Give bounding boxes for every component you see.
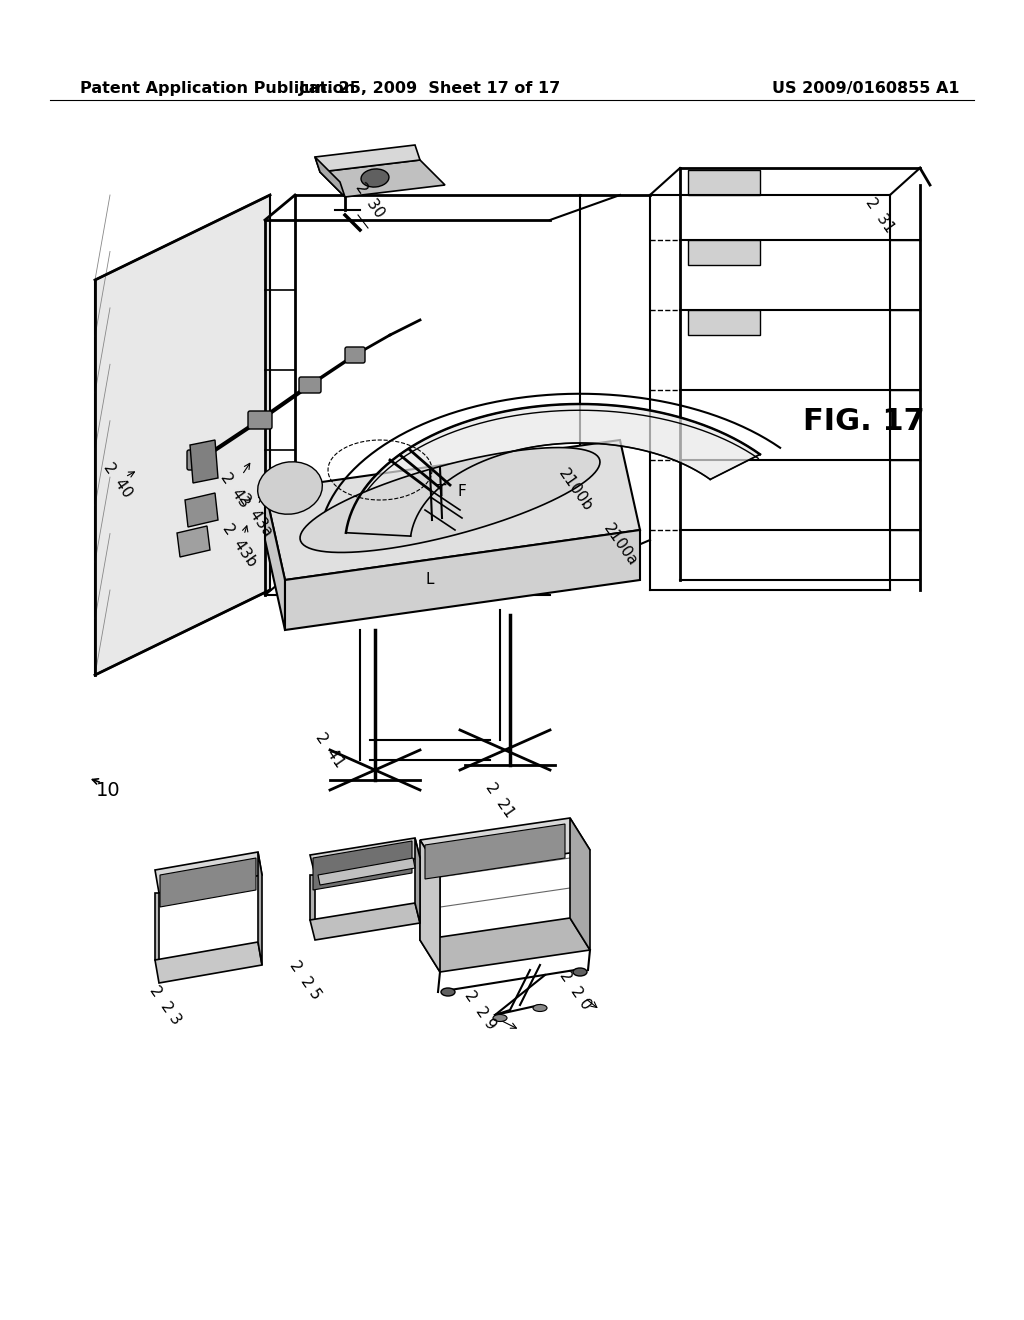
Text: Patent Application Publication: Patent Application Publication xyxy=(80,81,355,95)
Text: 2  41: 2 41 xyxy=(312,730,347,770)
Polygon shape xyxy=(310,903,420,940)
Text: 2  40: 2 40 xyxy=(100,459,135,500)
Polygon shape xyxy=(265,440,640,579)
Text: Jun. 25, 2009  Sheet 17 of 17: Jun. 25, 2009 Sheet 17 of 17 xyxy=(299,81,561,95)
Polygon shape xyxy=(190,440,218,483)
Ellipse shape xyxy=(573,968,587,975)
Text: 2  43a: 2 43a xyxy=(236,491,275,539)
Polygon shape xyxy=(285,531,640,630)
Polygon shape xyxy=(185,492,218,527)
Text: 2  43: 2 43 xyxy=(218,470,252,510)
Polygon shape xyxy=(155,942,262,983)
Polygon shape xyxy=(570,818,590,950)
Text: 2  43b: 2 43b xyxy=(220,521,260,569)
Text: 2100b: 2100b xyxy=(555,466,595,513)
Ellipse shape xyxy=(258,462,323,515)
Polygon shape xyxy=(346,404,760,536)
Text: 2  2 9: 2 2 9 xyxy=(462,987,499,1032)
Polygon shape xyxy=(319,160,445,197)
Polygon shape xyxy=(415,838,420,923)
Text: US 2009/0160855 A1: US 2009/0160855 A1 xyxy=(772,81,961,95)
Polygon shape xyxy=(420,840,440,972)
Polygon shape xyxy=(258,851,262,965)
Polygon shape xyxy=(688,310,760,335)
Polygon shape xyxy=(420,818,590,873)
FancyBboxPatch shape xyxy=(187,450,213,470)
Text: FIG. 17: FIG. 17 xyxy=(803,408,925,437)
Text: 2  21: 2 21 xyxy=(482,780,517,820)
Polygon shape xyxy=(155,894,159,960)
Text: 2  2 5: 2 2 5 xyxy=(287,958,324,1002)
Polygon shape xyxy=(425,824,565,879)
Polygon shape xyxy=(315,157,345,197)
Polygon shape xyxy=(265,490,285,630)
Text: 10: 10 xyxy=(95,780,120,800)
Polygon shape xyxy=(420,873,440,940)
Polygon shape xyxy=(310,875,315,920)
Polygon shape xyxy=(177,525,210,557)
Polygon shape xyxy=(160,858,256,907)
FancyBboxPatch shape xyxy=(299,378,321,393)
Ellipse shape xyxy=(361,169,389,187)
Text: T: T xyxy=(437,484,446,499)
Text: 2  2 3: 2 2 3 xyxy=(146,983,183,1027)
Polygon shape xyxy=(313,841,412,890)
Text: 2  30: 2 30 xyxy=(352,180,387,220)
Polygon shape xyxy=(300,447,600,553)
Polygon shape xyxy=(95,195,270,675)
FancyBboxPatch shape xyxy=(345,347,365,363)
Text: 2  2 0: 2 2 0 xyxy=(556,968,594,1012)
Polygon shape xyxy=(310,838,420,875)
Ellipse shape xyxy=(493,1015,507,1022)
Polygon shape xyxy=(688,170,760,195)
Text: L: L xyxy=(426,573,434,587)
Polygon shape xyxy=(315,145,420,172)
Text: F: F xyxy=(458,484,466,499)
Text: 2  31: 2 31 xyxy=(863,195,897,235)
Ellipse shape xyxy=(441,987,455,997)
Ellipse shape xyxy=(534,1005,547,1011)
Polygon shape xyxy=(155,851,262,894)
FancyBboxPatch shape xyxy=(248,411,272,429)
Polygon shape xyxy=(688,240,760,265)
Polygon shape xyxy=(318,858,415,884)
Text: 2100a: 2100a xyxy=(600,521,640,569)
Polygon shape xyxy=(420,917,590,972)
